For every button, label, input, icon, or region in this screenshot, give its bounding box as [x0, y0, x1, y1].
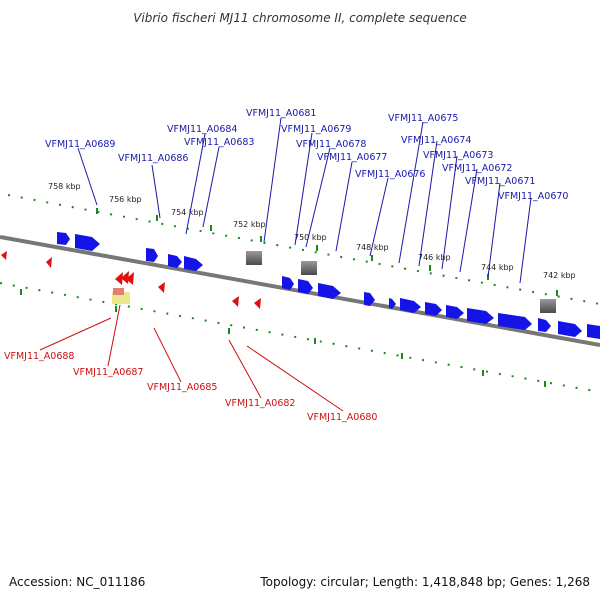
accession-text: Accession: NC_011186 — [9, 575, 146, 589]
forward-label: VFMJ11_A0676 — [355, 169, 425, 180]
scale-label-744: 744 kbp — [481, 263, 514, 272]
gene-arrow — [184, 256, 203, 271]
gene-arrow — [126, 272, 134, 285]
forward-label: VFMJ11_A0684 — [167, 124, 237, 135]
gene-arrow — [115, 272, 123, 285]
inner-major-ticks — [20, 289, 546, 387]
gene-arrow — [298, 279, 313, 294]
gene-arrow — [254, 298, 261, 309]
scale-label-742: 742 kbp — [543, 271, 576, 280]
topology-text: Topology: circular; Length: 1,418,848 bp… — [260, 575, 590, 589]
rna-gene-box — [301, 261, 317, 275]
scale-label-746: 746 kbp — [418, 253, 451, 262]
scale-label-754: 754 kbp — [171, 208, 204, 217]
forward-label: VFMJ11_A0675 — [388, 113, 458, 124]
gene-arrow — [75, 234, 100, 251]
reverse-label-lines — [39, 304, 344, 412]
scale-label-750: 750 kbp — [294, 233, 327, 242]
forward-label: VFMJ11_A0686 — [118, 153, 188, 164]
forward-label: VFMJ11_A0677 — [317, 152, 387, 163]
highlight-gene-box — [113, 288, 124, 295]
gene-arrow — [446, 305, 464, 319]
outer-scale-ring — [7, 194, 600, 305]
forward-label: VFMJ11_A0671 — [465, 176, 535, 187]
gene-arrow — [1, 251, 7, 260]
rna-gene-box — [246, 251, 262, 265]
rna-genes — [246, 251, 556, 313]
forward-label: VFMJ11_A0670 — [498, 191, 568, 202]
gene-arrow — [558, 321, 582, 337]
gene-arrow — [467, 308, 494, 324]
scale-label-752: 752 kbp — [233, 220, 266, 229]
forward-label-lines — [77, 117, 532, 284]
forward-label: VFMJ11_A0674 — [401, 135, 471, 146]
scale-label-756: 756 kbp — [109, 195, 142, 204]
gene-arrow — [318, 283, 341, 299]
reverse-genes — [1, 251, 261, 309]
forward-label: VFMJ11_A0679 — [281, 124, 351, 135]
gene-arrow — [168, 254, 182, 268]
forward-genes — [57, 232, 600, 339]
scale-label-758: 758 kbp — [48, 182, 81, 191]
reverse-label: VFMJ11_A0688 — [4, 351, 74, 362]
gene-arrow — [389, 298, 396, 309]
gene-arrow — [587, 324, 600, 339]
rna-gene-box — [540, 299, 556, 313]
gene-arrow — [158, 282, 165, 293]
gene-arrow — [121, 271, 129, 284]
reverse-label: VFMJ11_A0685 — [147, 382, 217, 393]
map-title: Vibrio fischeri MJ11 chromosome II, comp… — [133, 11, 467, 25]
reverse-label: VFMJ11_A0680 — [307, 412, 377, 423]
gene-arrow — [498, 313, 532, 330]
reverse-label: VFMJ11_A0687 — [73, 367, 143, 378]
reverse-label: VFMJ11_A0682 — [225, 398, 295, 409]
gene-arrow — [538, 318, 551, 332]
gene-arrow — [146, 248, 158, 262]
forward-label: VFMJ11_A0681 — [246, 108, 316, 119]
gene-arrow — [400, 298, 421, 313]
gene-arrow — [282, 276, 294, 290]
gene-arrow — [364, 292, 375, 306]
gene-arrow — [232, 296, 239, 307]
outer-major-ticks — [96, 208, 558, 296]
gene-arrow — [425, 302, 442, 316]
forward-label: VFMJ11_A0689 — [45, 139, 115, 150]
forward-label: VFMJ11_A0683 — [184, 137, 254, 148]
gene-arrow — [57, 232, 70, 245]
gene-arrow — [46, 257, 52, 268]
forward-label: VFMJ11_A0673 — [423, 150, 493, 161]
forward-label: VFMJ11_A0672 — [442, 163, 512, 174]
forward-label: VFMJ11_A0678 — [296, 139, 366, 150]
